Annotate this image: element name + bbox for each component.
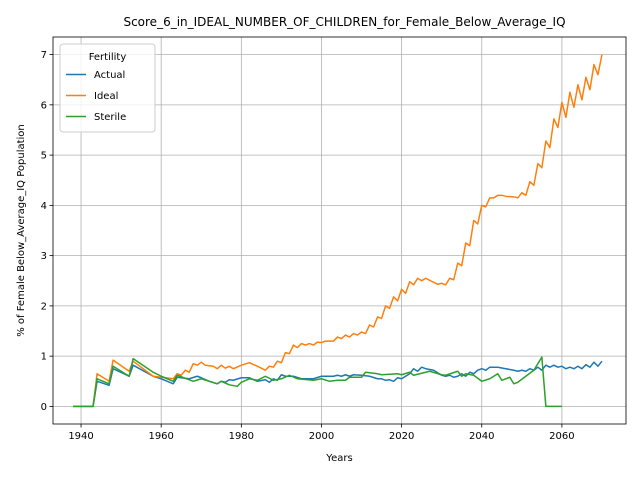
y-axis-label: % of Female Below_Average_IQ Population [16,124,27,337]
x-tick-label: 1980 [229,431,254,442]
x-tick-label: 2000 [309,431,334,442]
y-tick-label: 4 [41,201,47,212]
legend: Fertility Actual Ideal Sterile [59,43,156,133]
y-tick-label: 7 [41,50,47,61]
series-line-sterile [73,356,562,408]
legend-label-ideal: Ideal [94,91,118,102]
chart-title: Score_6_in_IDEAL_NUMBER_OF_CHILDREN_for_… [123,15,565,29]
series-line-actual [73,360,603,408]
series-line-ideal [73,54,603,408]
legend-label-actual: Actual [94,70,125,81]
y-tick-label: 5 [41,151,47,162]
x-tick-label: 2040 [469,431,494,442]
y-axis: 0 1 2 3 4 5 6 7 [41,50,53,413]
legend-title: Fertility [89,52,127,63]
plot-frame [52,36,627,425]
x-axis-label: Years [325,453,352,464]
y-tick-label: 3 [41,251,47,262]
grid-lines [53,37,626,424]
y-tick-label: 2 [41,301,47,312]
x-tick-label: 1940 [68,431,93,442]
y-tick-label: 6 [41,100,47,111]
x-tick-label: 2060 [549,431,574,442]
x-tick-label: 1960 [148,431,173,442]
legend-label-sterile: Sterile [94,112,126,123]
series-layer [73,54,603,408]
y-tick-label: 1 [41,352,47,363]
y-tick-label: 0 [41,402,47,413]
x-tick-label: 2020 [389,431,414,442]
legend-items: Actual Ideal Sterile [66,70,126,123]
legend-box [59,43,156,133]
x-axis: 1940 1960 1980 2000 2020 2040 2060 [68,424,575,442]
